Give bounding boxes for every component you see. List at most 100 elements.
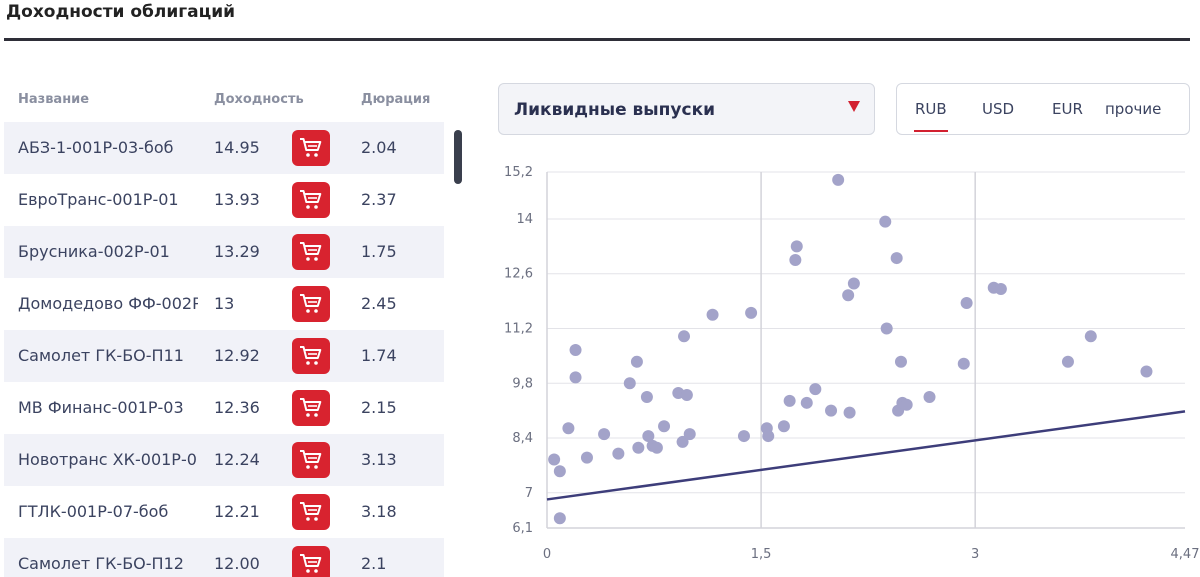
data-point — [562, 422, 575, 435]
column-header-duration[interactable]: Дюрация — [361, 92, 431, 107]
buy-button[interactable] — [292, 546, 330, 577]
data-point — [994, 282, 1007, 295]
table-row[interactable]: Брусника-002Р-01 13.29 1.75 — [4, 226, 444, 278]
scrollbar-thumb[interactable] — [454, 130, 462, 184]
data-point — [809, 383, 822, 396]
table-row[interactable]: Самолет ГК-БО-П11 12.92 1.74 — [4, 330, 444, 382]
bond-yield: 12.36 — [214, 398, 260, 417]
tab-rub[interactable]: RUB — [914, 100, 948, 132]
buy-button[interactable] — [292, 130, 330, 166]
bond-name[interactable]: Самолет ГК-БО-П11 — [18, 346, 184, 365]
y-tick-label: 14 — [516, 212, 533, 227]
data-point — [598, 428, 611, 441]
data-point — [612, 447, 625, 460]
data-point — [642, 430, 655, 443]
data-point — [880, 322, 893, 335]
data-point — [842, 289, 855, 302]
table-row[interactable]: АБЗ-1-001Р-03-боб 14.95 2.04 — [4, 122, 444, 174]
data-point — [737, 430, 750, 443]
buy-button[interactable] — [292, 442, 330, 478]
data-point — [569, 344, 582, 356]
bond-name[interactable]: Новотранс ХК-001Р-01 — [18, 450, 198, 469]
cart-icon — [300, 398, 322, 417]
cart-icon — [300, 294, 322, 313]
bond-duration: 3.13 — [361, 450, 397, 469]
x-tick-label: 3 — [971, 547, 979, 562]
data-point — [879, 215, 892, 228]
bond-name[interactable]: ГТЛК-001Р-07-боб — [18, 502, 169, 521]
cart-icon — [300, 190, 322, 209]
cart-icon — [300, 138, 322, 157]
data-point — [630, 355, 643, 368]
tab-eur[interactable]: EUR — [1052, 100, 1083, 118]
data-point — [683, 428, 696, 441]
data-point — [923, 390, 936, 403]
cart-icon — [300, 346, 322, 365]
bond-yield: 12.24 — [214, 450, 260, 469]
data-point — [676, 435, 689, 448]
bond-name[interactable]: Брусника-002Р-01 — [18, 242, 170, 261]
x-tick-label: 0 — [543, 547, 551, 562]
x-tick-label: 1,5 — [751, 547, 772, 562]
table-row[interactable]: Домодедово ФФ-002Р 13 2.45 — [4, 278, 444, 330]
title-divider — [4, 38, 1190, 41]
data-point — [894, 355, 907, 368]
dropdown-selected-value: Ликвидные выпуски — [514, 100, 716, 120]
buy-button[interactable] — [292, 338, 330, 374]
data-point — [706, 308, 719, 321]
data-point — [843, 406, 856, 419]
buy-button[interactable] — [292, 286, 330, 322]
cart-icon — [300, 502, 322, 521]
bonds-table: АБЗ-1-001Р-03-боб 14.95 2.04 ЕвроТранс-0… — [4, 122, 470, 577]
data-point — [783, 394, 796, 407]
bond-yield: 13.93 — [214, 190, 260, 209]
data-point — [900, 398, 913, 411]
tab-usd[interactable]: USD — [982, 100, 1015, 118]
bond-duration: 2.45 — [361, 294, 397, 313]
issue-filter-dropdown[interactable]: Ликвидные выпуски — [498, 83, 875, 135]
data-point — [580, 451, 593, 464]
page-title: Доходности облигаций — [6, 2, 236, 22]
yield-duration-scatter-chart: 6,1 7 8,4 9,8 11,2 12,6 14 15,2 0 1,5 3 4,47 — [504, 165, 1200, 562]
trend-line — [546, 410, 1186, 501]
bond-duration: 1.74 — [361, 346, 397, 365]
y-tick-label: 7 — [525, 486, 533, 501]
buy-button[interactable] — [292, 182, 330, 218]
bond-yield: 12.00 — [214, 554, 260, 573]
bond-name[interactable]: МВ Финанс-001Р-03 — [18, 398, 184, 417]
bond-duration: 3.18 — [361, 502, 397, 521]
bond-yield: 14.95 — [214, 138, 260, 157]
column-header-name[interactable]: Название — [18, 92, 90, 107]
data-point — [745, 306, 758, 319]
buy-button[interactable] — [292, 494, 330, 530]
bond-yield: 12.21 — [214, 502, 260, 521]
bond-name[interactable]: Домодедово ФФ-002Р — [18, 294, 198, 313]
table-row[interactable]: Новотранс ХК-001Р-01 12.24 3.13 — [4, 434, 444, 486]
cart-icon — [300, 242, 322, 261]
y-tick-label: 15,2 — [504, 165, 533, 180]
tab-other[interactable]: прочие — [1105, 100, 1162, 118]
data-point — [800, 396, 813, 409]
scrollbar-track[interactable] — [448, 122, 470, 577]
data-point — [832, 173, 845, 186]
bond-name[interactable]: ЕвроТранс-001Р-01 — [18, 190, 179, 209]
data-point — [789, 254, 802, 267]
table-row[interactable]: ГТЛК-001Р-07-боб 12.21 3.18 — [4, 486, 444, 538]
buy-button[interactable] — [292, 234, 330, 270]
data-point — [640, 390, 653, 403]
y-tick-label: 12,6 — [504, 267, 533, 282]
data-point — [762, 430, 775, 443]
bond-name[interactable]: АБЗ-1-001Р-03-боб — [18, 138, 174, 157]
table-row[interactable]: Самолет ГК-БО-П12 12.00 2.1 — [4, 538, 444, 577]
x-tick-label: 4,47 — [1171, 547, 1200, 562]
column-header-yield[interactable]: Доходность — [214, 92, 304, 107]
data-point — [825, 404, 838, 417]
buy-button[interactable] — [292, 390, 330, 426]
data-point — [623, 377, 636, 390]
data-point — [569, 371, 582, 384]
data-point — [1061, 355, 1074, 368]
bond-name[interactable]: Самолет ГК-БО-П12 — [18, 554, 184, 573]
data-point — [553, 465, 566, 478]
table-row[interactable]: МВ Финанс-001Р-03 12.36 2.15 — [4, 382, 444, 434]
table-row[interactable]: ЕвроТранс-001Р-01 13.93 2.37 — [4, 174, 444, 226]
